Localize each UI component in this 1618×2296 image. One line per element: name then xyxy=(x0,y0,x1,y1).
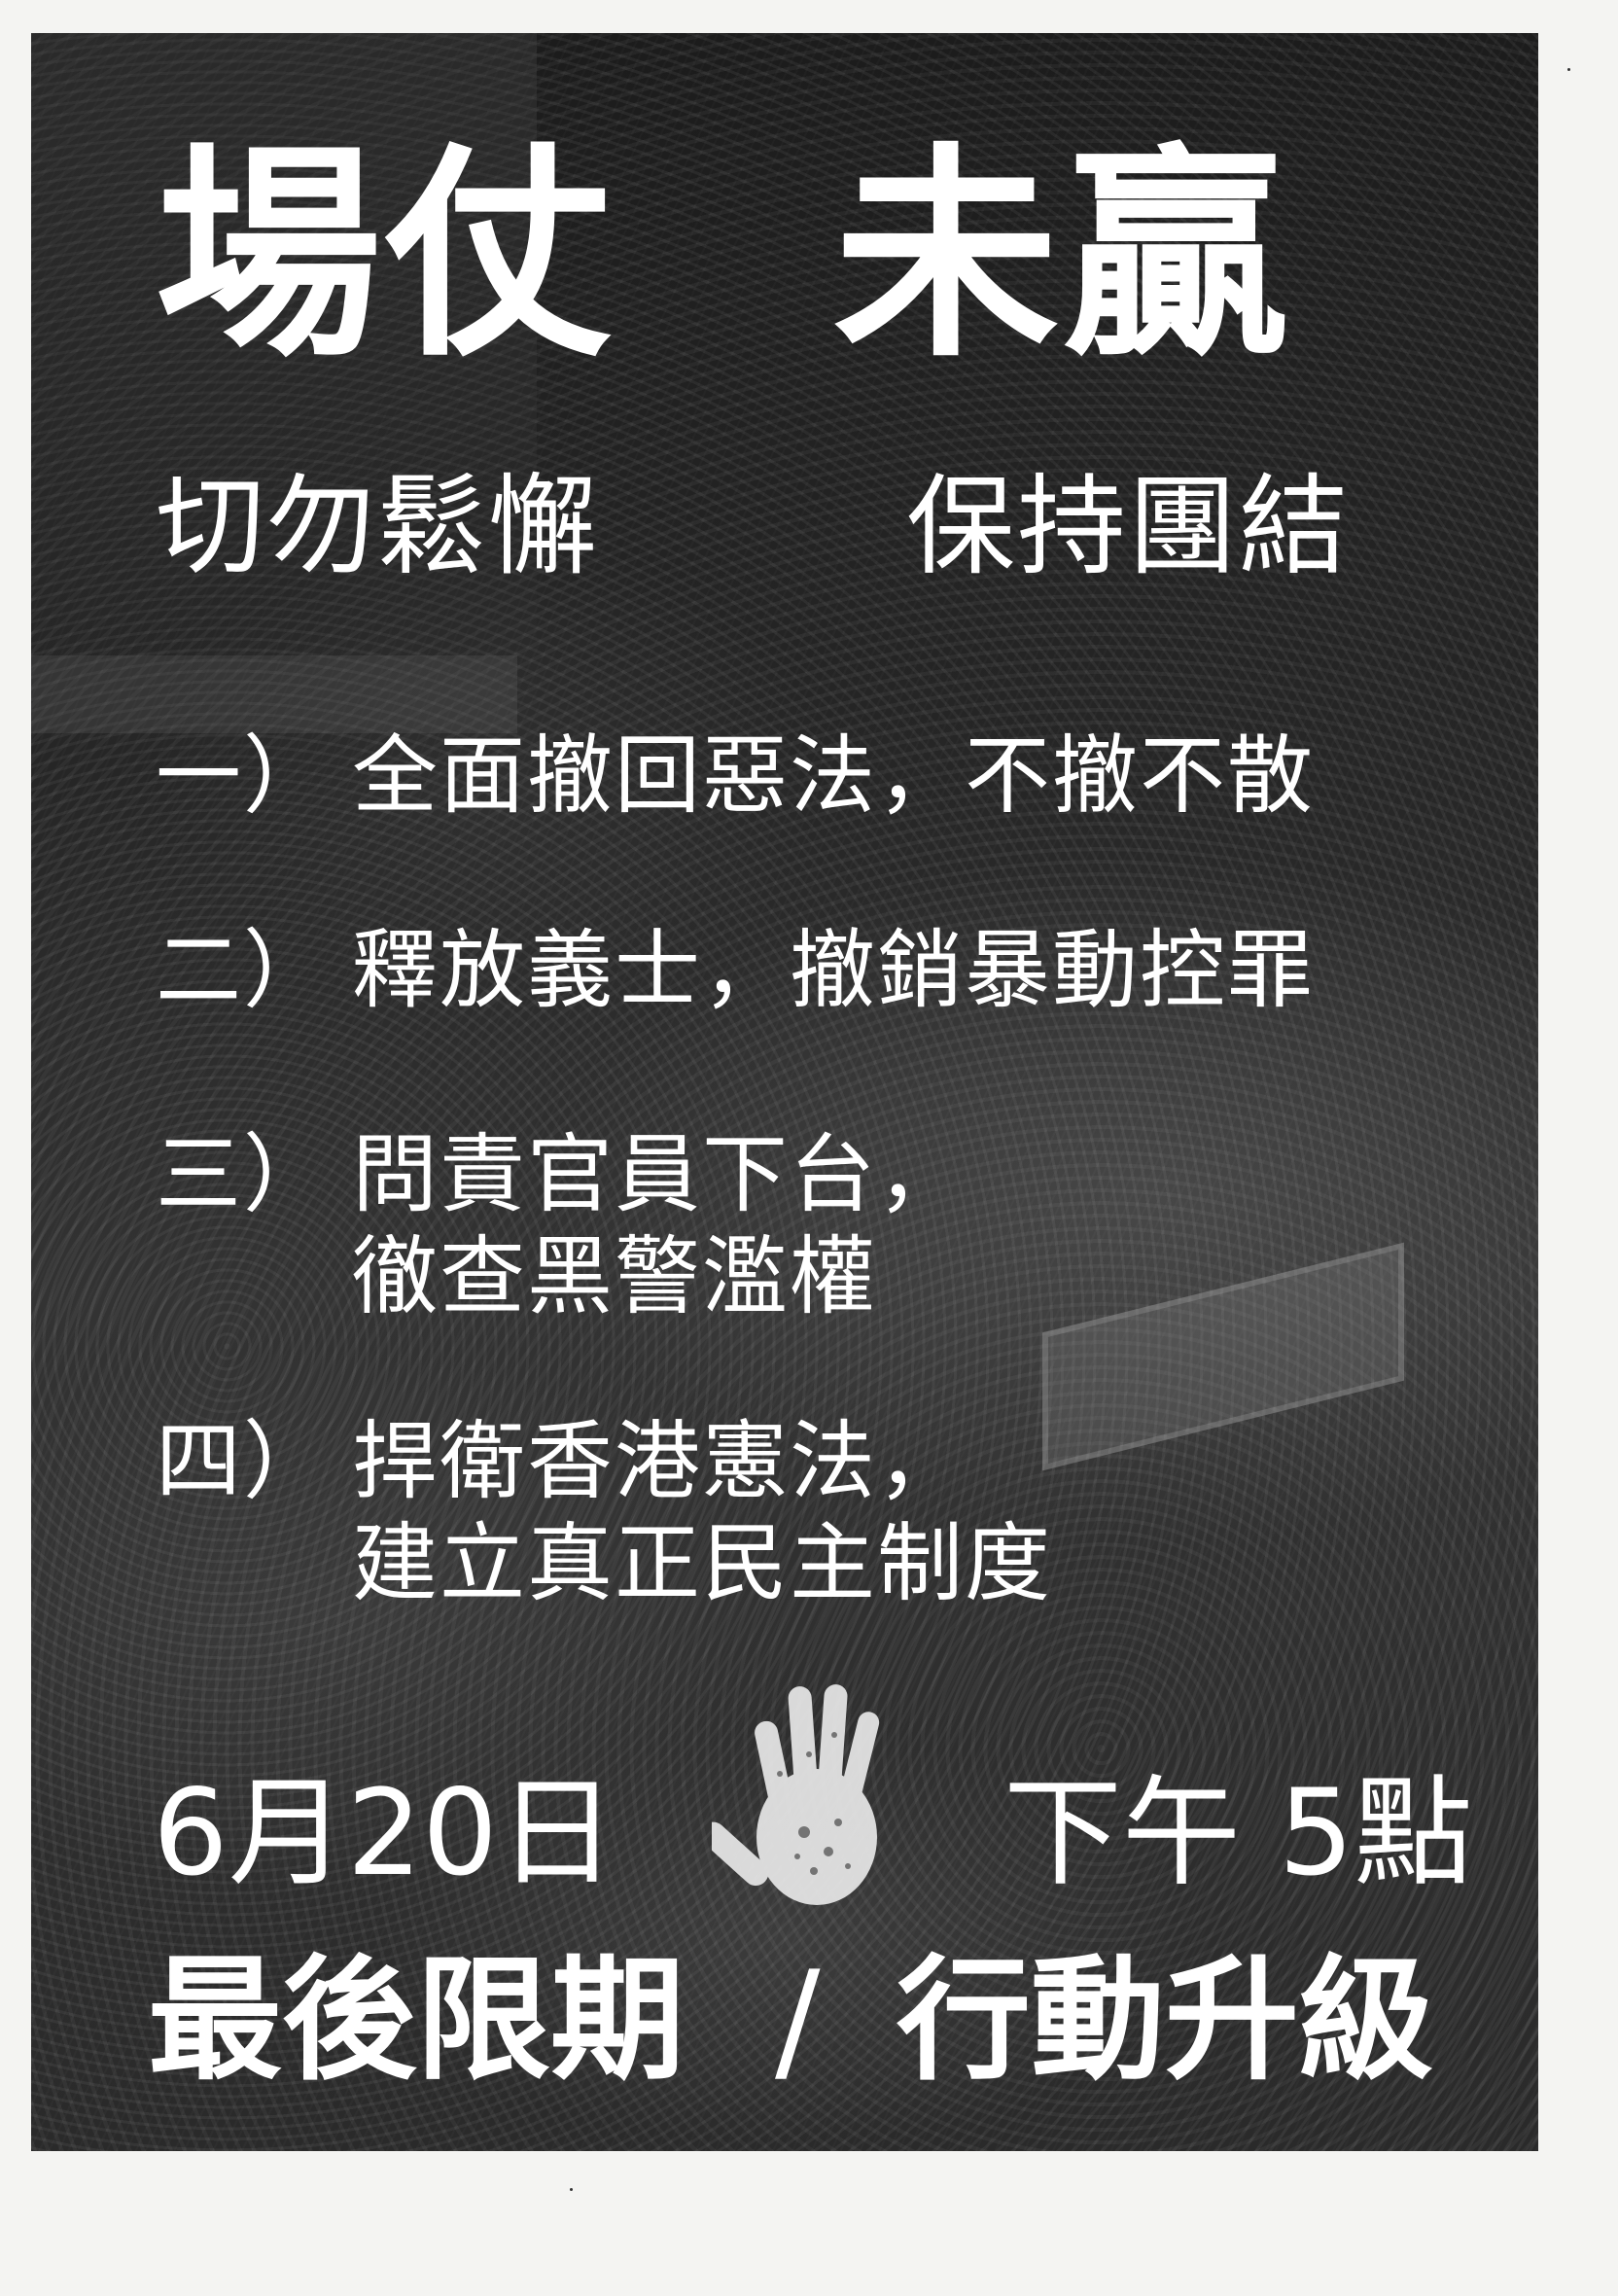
background-building-band xyxy=(31,655,517,733)
demand-2-number: 二） xyxy=(156,920,332,1020)
demand-4-text-line-2: 建立真正民主制度 xyxy=(352,1513,1053,1613)
subtitle-left: 切勿鬆懈 xyxy=(156,464,599,590)
demand-4-number: 四） xyxy=(156,1411,332,1511)
slogan-separator: / xyxy=(775,1942,821,2099)
demand-1-text: 全面撤回惡法，不撤不散 xyxy=(352,725,1316,826)
slogan-right: 行動升級 xyxy=(897,1942,1434,2099)
headline-right: 未贏 xyxy=(833,122,1293,387)
handprint-icon xyxy=(712,1684,880,1905)
demand-3-text-line-1: 問責官員下台， xyxy=(352,1124,966,1224)
paper-speck xyxy=(570,2188,573,2191)
headline-left: 場仗 xyxy=(156,122,616,387)
demand-3-number: 三） xyxy=(156,1124,332,1224)
event-date: 6月20日 xyxy=(153,1764,616,1902)
slogan-left: 最後限期 xyxy=(148,1942,686,2099)
paper-speck xyxy=(1567,68,1570,71)
protest-poster: 場仗 未贏 切勿鬆懈 保持團結 一） 全面撤回惡法，不撤不散 二） 釋放義士，撤… xyxy=(31,33,1538,2151)
demand-4-text-line-1: 捍衛香港憲法， xyxy=(352,1411,966,1511)
background-building xyxy=(31,33,537,772)
demand-2-text: 釋放義士，撤銷暴動控罪 xyxy=(352,920,1316,1020)
event-time: 下午 5點 xyxy=(1003,1764,1473,1902)
demand-1-number: 一） xyxy=(156,725,332,826)
subtitle-right: 保持團結 xyxy=(906,464,1350,590)
demand-3-text-line-2: 徹查黑警濫權 xyxy=(352,1226,878,1326)
